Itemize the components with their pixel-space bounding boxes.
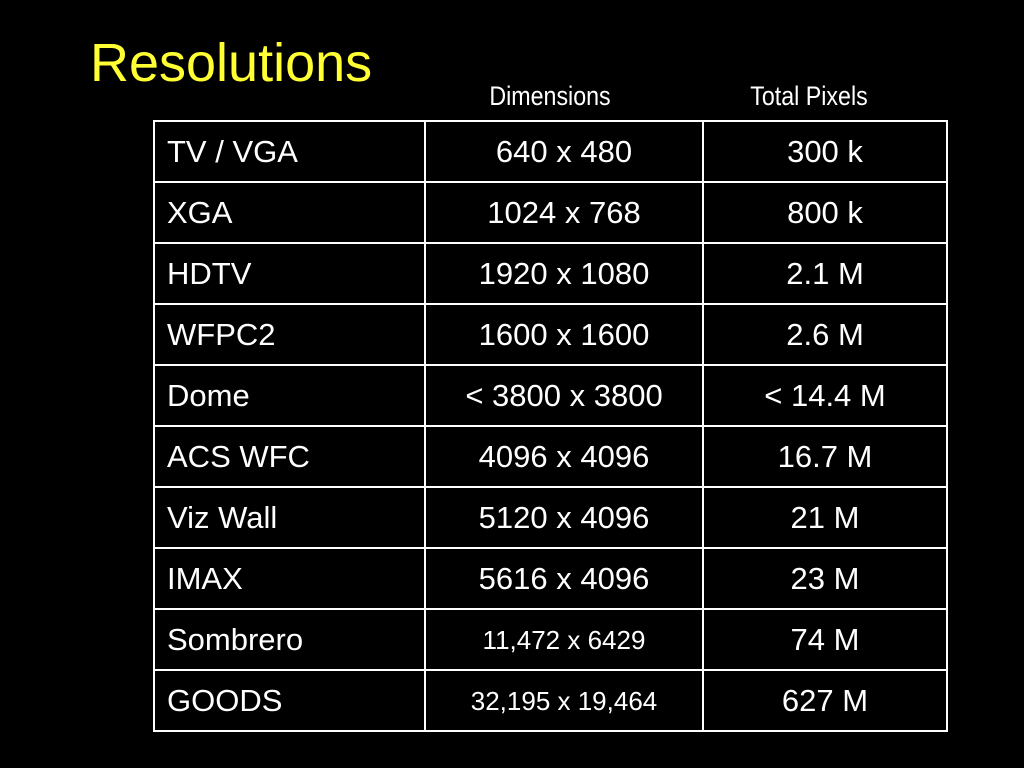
slide-title: Resolutions — [90, 33, 373, 93]
row-name: IMAX — [153, 547, 426, 610]
row-name: XGA — [153, 181, 426, 244]
table-row: TV / VGA 640 x 480 300 k — [153, 120, 948, 183]
row-total-pixels: 2.6 M — [702, 303, 948, 366]
table-row: Sombrero 11,472 x 6429 74 M — [153, 608, 948, 671]
row-name: WFPC2 — [153, 303, 426, 366]
row-name: Sombrero — [153, 608, 426, 671]
row-name: HDTV — [153, 242, 426, 305]
row-total-pixels: 21 M — [702, 486, 948, 549]
row-total-pixels: 74 M — [702, 608, 948, 671]
row-dimensions: 5120 x 4096 — [424, 486, 704, 549]
row-name: TV / VGA — [153, 120, 426, 183]
row-name: Viz Wall — [153, 486, 426, 549]
table-row: Dome < 3800 x 3800 < 14.4 M — [153, 364, 948, 427]
row-dimensions: 1024 x 768 — [424, 181, 704, 244]
table-row: IMAX 5616 x 4096 23 M — [153, 547, 948, 610]
row-dimensions: 5616 x 4096 — [424, 547, 704, 610]
row-total-pixels: 800 k — [702, 181, 948, 244]
row-dimensions: 4096 x 4096 — [424, 425, 704, 488]
row-total-pixels: 23 M — [702, 547, 948, 610]
resolutions-table: TV / VGA 640 x 480 300 k XGA 1024 x 768 … — [153, 120, 948, 732]
table-row: Viz Wall 5120 x 4096 21 M — [153, 486, 948, 549]
row-total-pixels: < 14.4 M — [702, 364, 948, 427]
table-row: ACS WFC 4096 x 4096 16.7 M — [153, 425, 948, 488]
row-total-pixels: 627 M — [702, 669, 948, 732]
row-dimensions: < 3800 x 3800 — [424, 364, 704, 427]
row-total-pixels: 2.1 M — [702, 242, 948, 305]
table-row: XGA 1024 x 768 800 k — [153, 181, 948, 244]
row-dimensions: 11,472 x 6429 — [424, 608, 704, 671]
row-dimensions: 1920 x 1080 — [424, 242, 704, 305]
row-name: Dome — [153, 364, 426, 427]
column-header-total-pixels: Total Pixels — [750, 81, 868, 111]
row-dimensions: 640 x 480 — [424, 120, 704, 183]
row-total-pixels: 16.7 M — [702, 425, 948, 488]
row-dimensions: 1600 x 1600 — [424, 303, 704, 366]
table-row: GOODS 32,195 x 19,464 627 M — [153, 669, 948, 732]
row-dimensions: 32,195 x 19,464 — [424, 669, 704, 732]
table-row: WFPC2 1600 x 1600 2.6 M — [153, 303, 948, 366]
table-row: HDTV 1920 x 1080 2.1 M — [153, 242, 948, 305]
row-total-pixels: 300 k — [702, 120, 948, 183]
row-name: GOODS — [153, 669, 426, 732]
row-name: ACS WFC — [153, 425, 426, 488]
column-header-dimensions: Dimensions — [489, 81, 611, 111]
